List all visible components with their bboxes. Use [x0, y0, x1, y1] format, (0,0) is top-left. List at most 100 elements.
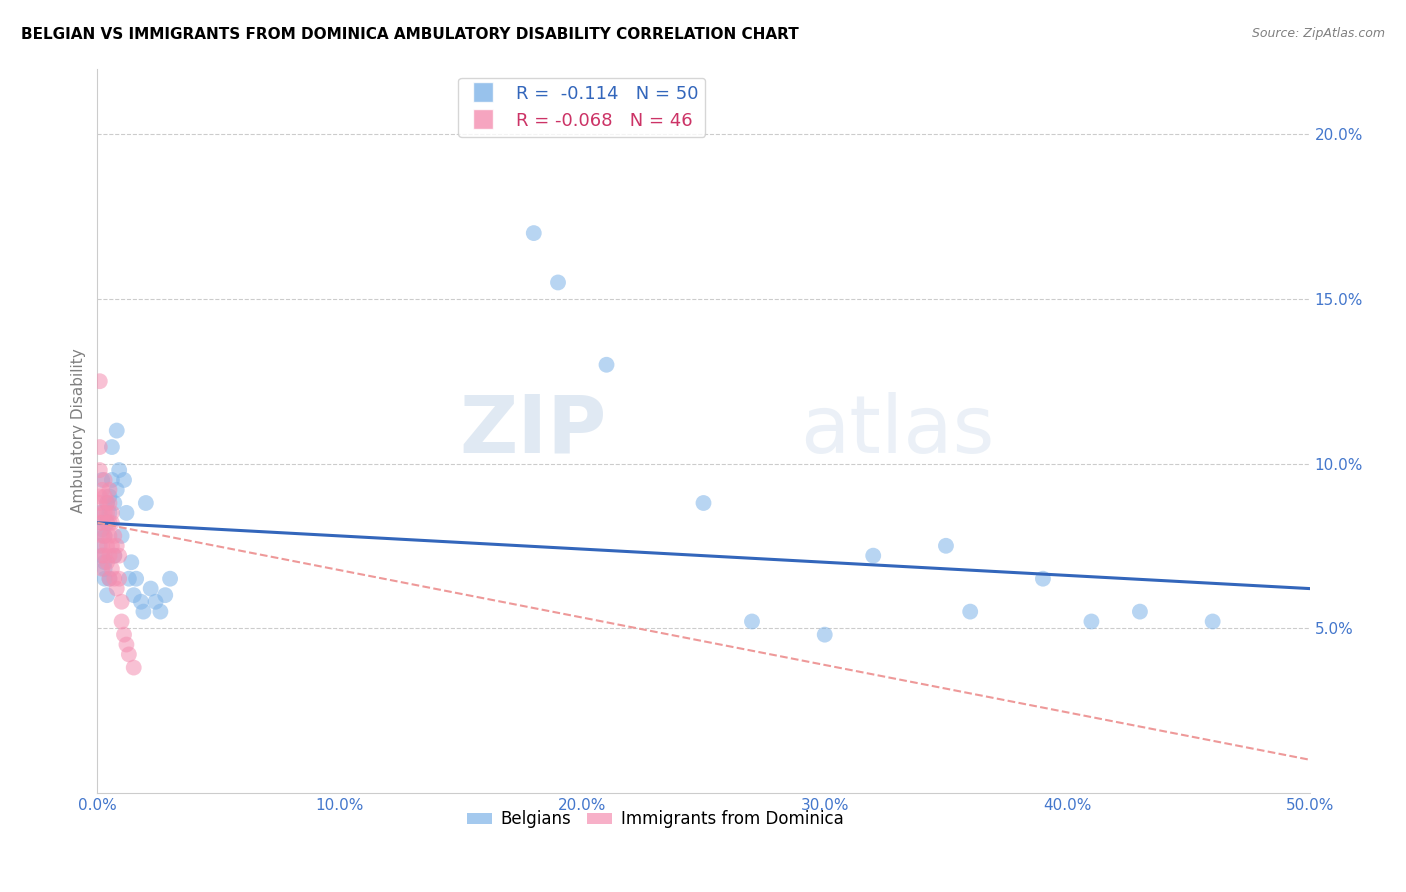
- Point: [135, 496, 157, 510]
- Text: BELGIAN VS IMMIGRANTS FROM DOMINICA AMBULATORY DISABILITY CORRELATION CHART: BELGIAN VS IMMIGRANTS FROM DOMINICA AMBU…: [21, 27, 799, 42]
- Point: [93, 473, 115, 487]
- Point: [692, 496, 714, 510]
- Point: [741, 615, 763, 629]
- Point: [125, 572, 148, 586]
- Point: [93, 549, 115, 563]
- Point: [91, 483, 114, 497]
- Point: [101, 440, 124, 454]
- Point: [91, 549, 114, 563]
- Point: [89, 539, 111, 553]
- Point: [91, 529, 114, 543]
- Point: [103, 572, 125, 586]
- Point: [159, 572, 181, 586]
- Point: [98, 572, 121, 586]
- Point: [105, 483, 128, 497]
- Point: [89, 496, 111, 510]
- Point: [98, 490, 121, 504]
- Point: [93, 572, 115, 586]
- Point: [93, 529, 115, 543]
- Point: [93, 562, 115, 576]
- Point: [105, 539, 128, 553]
- Point: [89, 463, 111, 477]
- Point: [103, 549, 125, 563]
- Point: [89, 374, 111, 388]
- Point: [89, 506, 111, 520]
- Point: [91, 522, 114, 536]
- Point: [93, 529, 115, 543]
- Point: [98, 549, 121, 563]
- Point: [129, 595, 152, 609]
- Point: [1129, 605, 1152, 619]
- Point: [98, 483, 121, 497]
- Point: [103, 496, 125, 510]
- Point: [91, 539, 114, 553]
- Point: [96, 516, 118, 530]
- Point: [89, 490, 111, 504]
- Point: [122, 588, 145, 602]
- Point: [110, 529, 132, 543]
- Point: [105, 424, 128, 438]
- Point: [959, 605, 981, 619]
- Point: [96, 588, 118, 602]
- Point: [120, 555, 142, 569]
- Point: [101, 506, 124, 520]
- Point: [149, 605, 172, 619]
- Point: [103, 529, 125, 543]
- Point: [98, 506, 121, 520]
- Point: [91, 473, 114, 487]
- Point: [96, 496, 118, 510]
- Point: [89, 440, 111, 454]
- Point: [110, 615, 132, 629]
- Point: [93, 555, 115, 569]
- Point: [91, 562, 114, 576]
- Point: [93, 506, 115, 520]
- Point: [98, 529, 121, 543]
- Point: [112, 628, 135, 642]
- Point: [96, 506, 118, 520]
- Point: [101, 539, 124, 553]
- Point: [547, 276, 569, 290]
- Point: [96, 555, 118, 569]
- Text: Source: ZipAtlas.com: Source: ZipAtlas.com: [1251, 27, 1385, 40]
- Point: [101, 562, 124, 576]
- Point: [105, 582, 128, 596]
- Point: [108, 549, 131, 563]
- Point: [1201, 615, 1223, 629]
- Point: [595, 358, 617, 372]
- Point: [98, 516, 121, 530]
- Point: [101, 473, 124, 487]
- Point: [862, 549, 884, 563]
- Point: [96, 496, 118, 510]
- Point: [98, 572, 121, 586]
- Point: [118, 572, 141, 586]
- Legend: Belgians, Immigrants from Dominica: Belgians, Immigrants from Dominica: [460, 804, 851, 835]
- Point: [122, 660, 145, 674]
- Y-axis label: Ambulatory Disability: Ambulatory Disability: [72, 348, 86, 513]
- Point: [115, 638, 138, 652]
- Point: [103, 549, 125, 563]
- Point: [115, 506, 138, 520]
- Point: [139, 582, 162, 596]
- Point: [108, 572, 131, 586]
- Point: [110, 595, 132, 609]
- Text: atlas: atlas: [800, 392, 995, 469]
- Point: [91, 506, 114, 520]
- Point: [89, 516, 111, 530]
- Point: [98, 496, 121, 510]
- Point: [118, 648, 141, 662]
- Point: [112, 473, 135, 487]
- Point: [93, 490, 115, 504]
- Point: [96, 516, 118, 530]
- Point: [1080, 615, 1102, 629]
- Point: [91, 549, 114, 563]
- Point: [155, 588, 177, 602]
- Point: [101, 516, 124, 530]
- Point: [91, 516, 114, 530]
- Point: [814, 628, 837, 642]
- Text: ZIP: ZIP: [460, 392, 606, 469]
- Point: [96, 539, 118, 553]
- Point: [935, 539, 957, 553]
- Point: [523, 226, 546, 240]
- Point: [132, 605, 155, 619]
- Point: [1032, 572, 1054, 586]
